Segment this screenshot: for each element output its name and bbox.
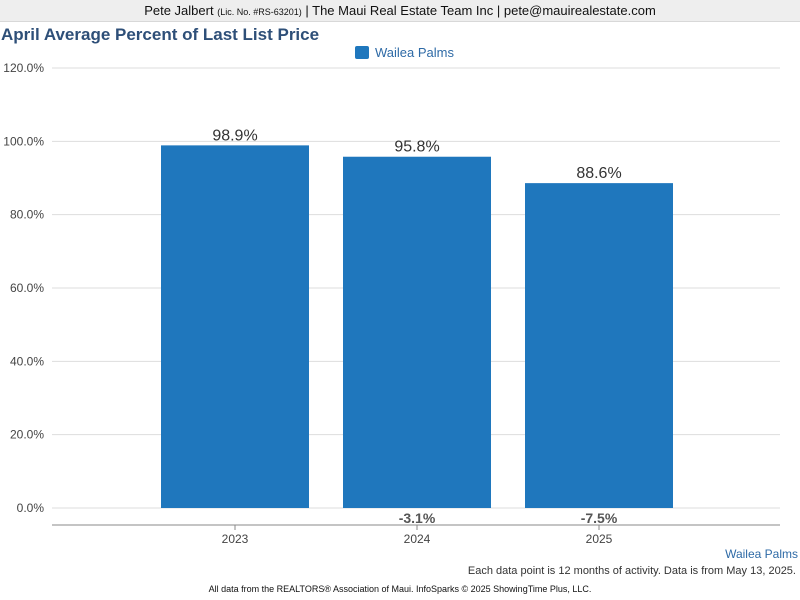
y-tick-label: 0.0% bbox=[17, 501, 45, 515]
license-number: (Lic. No. #RS-63201) bbox=[217, 7, 302, 17]
y-tick-label: 80.0% bbox=[10, 208, 44, 222]
change-label: -7.5% bbox=[581, 510, 618, 526]
y-tick-label: 20.0% bbox=[10, 428, 44, 442]
bar-value-label: 98.9% bbox=[212, 127, 257, 144]
legend-swatch bbox=[355, 46, 369, 59]
x-tick-label: 2024 bbox=[404, 532, 431, 546]
agent-name: Pete Jalbert bbox=[144, 3, 214, 18]
x-tick-label: 2025 bbox=[586, 532, 613, 546]
bar-chart: 0.0% 20.0% 40.0% 60.0% 80.0% 100.0% 120.0% 98.9… bbox=[3, 61, 780, 546]
header-bar: Pete Jalbert (Lic. No. #RS-63201) | The … bbox=[0, 0, 800, 22]
bar bbox=[525, 183, 673, 508]
chart-title: April Average Percent of Last List Price bbox=[1, 25, 320, 44]
data-note: Each data point is 12 months of activity… bbox=[467, 565, 796, 577]
bar bbox=[161, 145, 309, 508]
x-tick-label: 2023 bbox=[222, 532, 249, 546]
footer-series-label: Wailea Palms bbox=[725, 547, 798, 561]
y-tick-label: 100.0% bbox=[3, 134, 44, 148]
y-tick-label: 40.0% bbox=[10, 354, 44, 368]
bar bbox=[343, 156, 491, 508]
bar-value-label: 95.8% bbox=[394, 139, 439, 156]
company-info: | The Maui Real Estate Team Inc | pete@m… bbox=[305, 3, 656, 18]
y-tick-label: 60.0% bbox=[10, 281, 44, 295]
change-label: -3.1% bbox=[399, 510, 436, 526]
y-tick-label: 120.0% bbox=[3, 61, 44, 75]
data-source: All data from the REALTORS® Association … bbox=[208, 584, 592, 594]
legend-label: Wailea Palms bbox=[375, 45, 454, 60]
legend[interactable]: Wailea Palms bbox=[355, 45, 454, 60]
bar-value-label: 88.6% bbox=[576, 165, 621, 182]
